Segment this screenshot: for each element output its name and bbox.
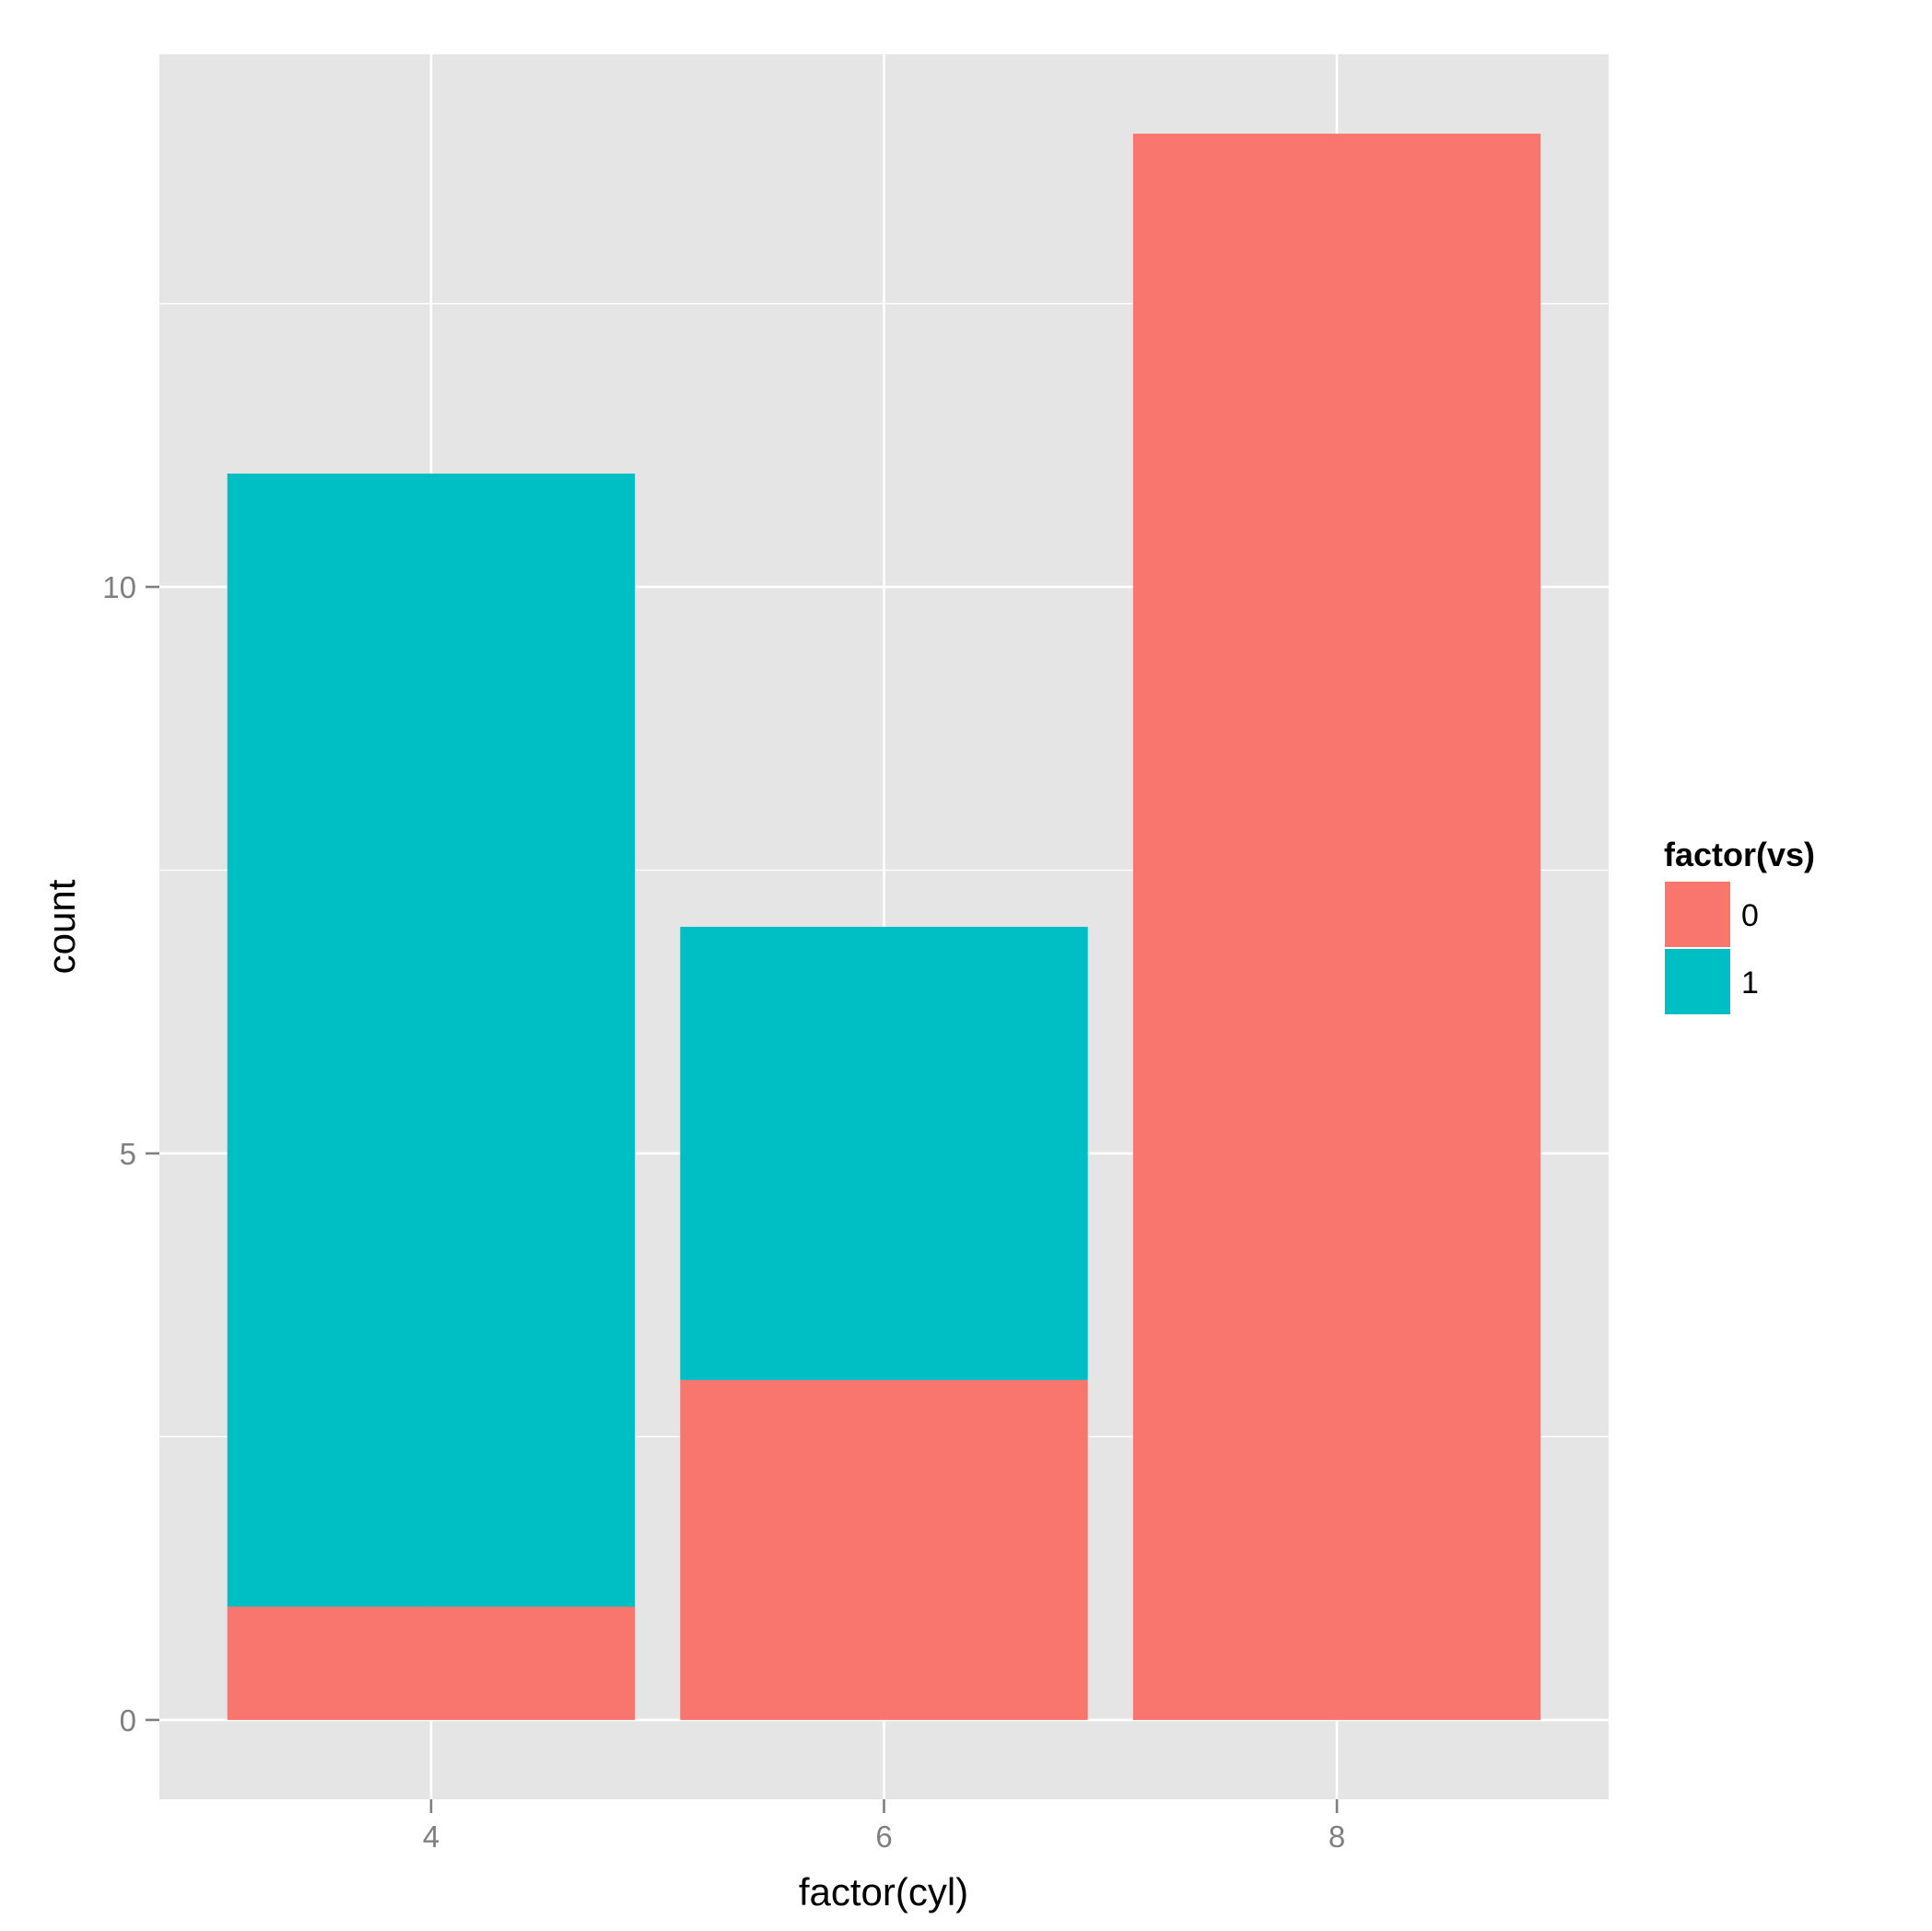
x-axis-title: factor(cyl) [799,1870,968,1913]
bar-cyl4-vs1 [227,474,636,1607]
legend-label: 1 [1741,966,1759,1001]
y-tick-label: 10 [102,570,136,604]
x-tick-label: 4 [423,1820,439,1854]
bar-cyl6-vs1 [680,927,1088,1380]
bar-group [227,134,1541,1720]
legend-items: 01 [1664,881,1759,1015]
x-axis: 4 6 8 [423,1799,1345,1854]
legend-key-swatch [1665,949,1730,1014]
x-tick-label: 8 [1329,1820,1345,1854]
y-axis-title: count [40,879,83,974]
bar-cyl4-vs0 [227,1606,636,1720]
y-tick-label: 0 [120,1703,136,1738]
bar-cyl8-vs0 [1132,134,1541,1720]
x-tick-label: 6 [875,1820,892,1854]
legend: factor(vs) 01 [1664,836,1815,1015]
bar-cyl6-vs0 [680,1379,1088,1720]
y-axis: 0 5 10 [102,570,159,1738]
y-tick-label: 5 [120,1137,136,1171]
legend-title: factor(vs) [1664,836,1815,873]
legend-label: 0 [1741,898,1759,933]
legend-key-swatch [1665,882,1730,947]
